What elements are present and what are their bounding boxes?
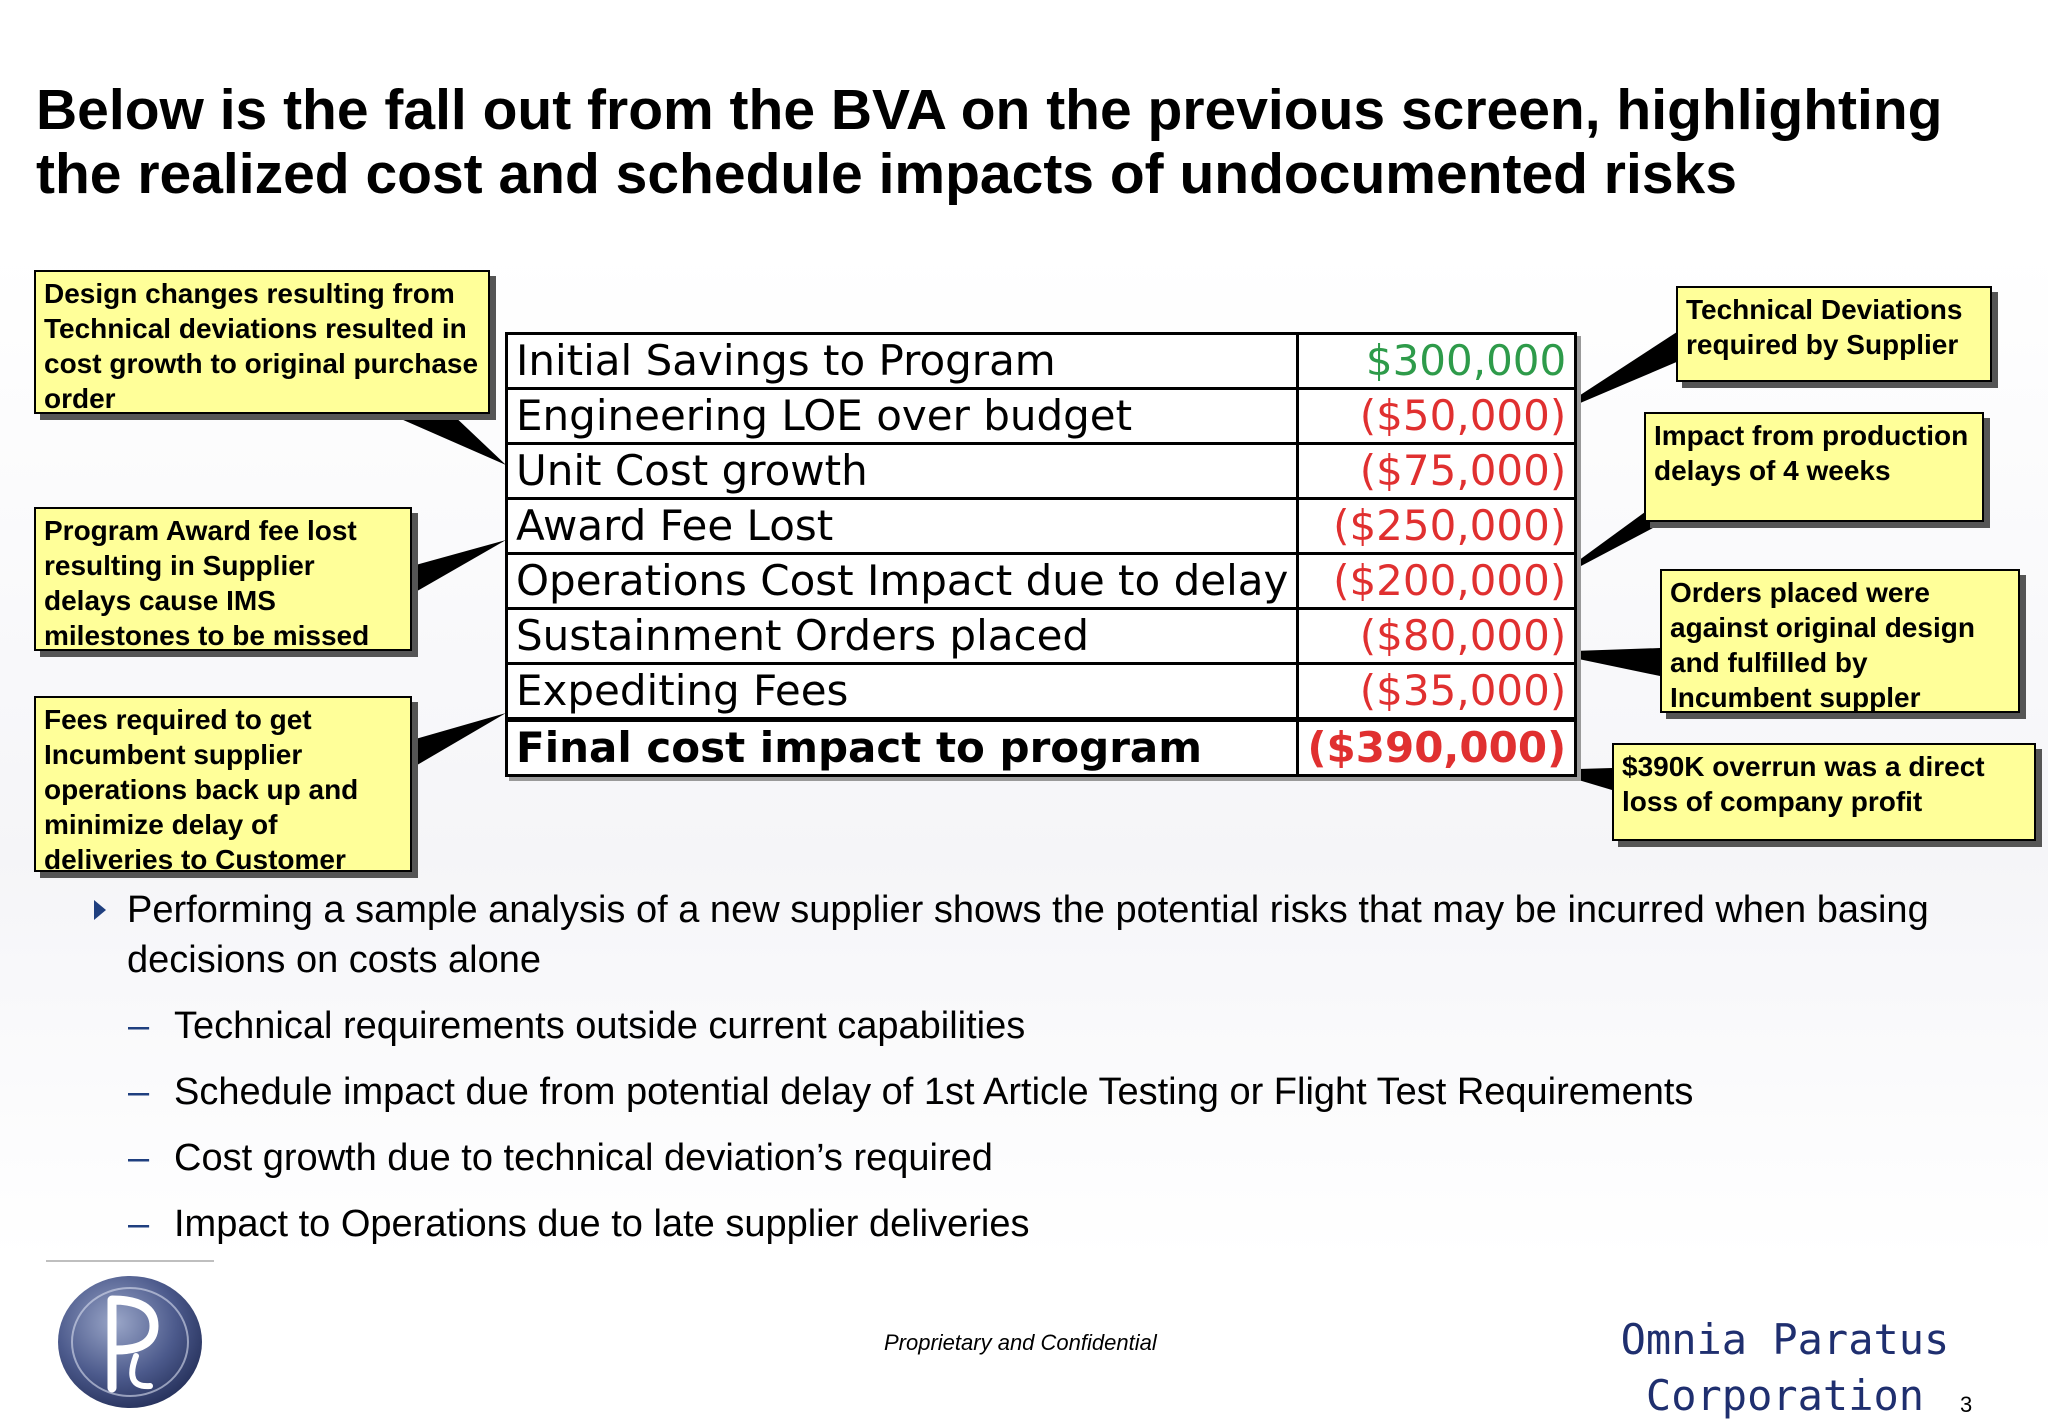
row-value: $300,000 bbox=[1296, 332, 1578, 390]
table-row: Operations Cost Impact due to delay ($200… bbox=[504, 552, 1578, 610]
table-row: Unit Cost growth ($75,000) bbox=[504, 442, 1578, 500]
company-name: Omnia Paratus Corporation bbox=[1620, 1315, 1950, 1420]
sub-bullet: – Cost growth due to technical deviation… bbox=[90, 1133, 2010, 1183]
op-monogram-logo-icon bbox=[58, 1276, 202, 1408]
bullet-main-text: Performing a sample analysis of a new su… bbox=[127, 889, 1929, 981]
row-value: ($35,000) bbox=[1296, 662, 1578, 721]
sub-bullet-text: Cost growth due to technical deviation’s… bbox=[174, 1137, 993, 1179]
row-value: ($250,000) bbox=[1296, 497, 1578, 555]
callout-design-changes: Design changes resulting from Technical … bbox=[34, 270, 490, 414]
row-value: ($80,000) bbox=[1296, 607, 1578, 665]
row-label: Engineering LOE over budget bbox=[504, 387, 1300, 445]
triangle-bullet-icon bbox=[94, 900, 106, 920]
table-row: Award Fee Lost ($250,000) bbox=[504, 497, 1578, 555]
bullet-main: Performing a sample analysis of a new su… bbox=[90, 885, 2010, 985]
row-label: Award Fee Lost bbox=[504, 497, 1300, 555]
confidentiality-note: Proprietary and Confidential bbox=[884, 1330, 1157, 1355]
row-label: Unit Cost growth bbox=[504, 442, 1300, 500]
sub-bullet-text: Technical requirements outside current c… bbox=[174, 1005, 1026, 1047]
bullet-list: Performing a sample analysis of a new su… bbox=[90, 885, 2010, 1249]
table-row: Engineering LOE over budget ($50,000) bbox=[504, 387, 1578, 445]
table-row: Initial Savings to Program $300,000 bbox=[504, 332, 1578, 390]
footer-divider bbox=[46, 1260, 214, 1262]
callout-technical-deviations: Technical Deviations required by Supplie… bbox=[1676, 286, 1992, 382]
sub-bullet: – Schedule impact due from potential del… bbox=[90, 1067, 2010, 1117]
table-row: Expediting Fees ($35,000) bbox=[504, 662, 1578, 721]
row-label: Final cost impact to program bbox=[504, 717, 1300, 777]
table-row: Sustainment Orders placed ($80,000) bbox=[504, 607, 1578, 665]
row-label: Sustainment Orders placed bbox=[504, 607, 1300, 665]
row-label: Initial Savings to Program bbox=[504, 332, 1300, 390]
row-value: ($75,000) bbox=[1296, 442, 1578, 500]
callout-fees-required: Fees required to get Incumbent supplier … bbox=[34, 696, 412, 875]
callout-overrun: $390K overrun was a direct loss of compa… bbox=[1612, 743, 2036, 841]
row-value: ($390,000) bbox=[1296, 717, 1578, 777]
row-label: Expediting Fees bbox=[504, 662, 1300, 721]
row-value: ($50,000) bbox=[1296, 387, 1578, 445]
sub-bullet: – Technical requirements outside current… bbox=[90, 1001, 2010, 1051]
page-number: 3 bbox=[1960, 1392, 1973, 1417]
dash-bullet-icon: – bbox=[128, 1005, 150, 1047]
table-total-row: Final cost impact to program ($390,000) bbox=[504, 717, 1578, 777]
callout-award-fee: Program Award fee lost resulting in Supp… bbox=[34, 507, 412, 651]
sub-bullet: – Impact to Operations due to late suppl… bbox=[90, 1199, 2010, 1249]
sub-bullet-text: Schedule impact due from potential delay… bbox=[174, 1071, 1694, 1113]
dash-bullet-icon: – bbox=[128, 1071, 150, 1113]
row-label: Operations Cost Impact due to delay bbox=[504, 552, 1300, 610]
sub-bullet-text: Impact to Operations due to late supplie… bbox=[174, 1203, 1030, 1245]
slide-title: Below is the fall out from the BVA on th… bbox=[36, 78, 1943, 206]
cost-impact-table: Initial Savings to Program $300,000 Engine… bbox=[504, 332, 1578, 777]
dash-bullet-icon: – bbox=[128, 1137, 150, 1179]
dash-bullet-icon: – bbox=[128, 1203, 150, 1245]
callout-orders-placed: Orders placed were against original desi… bbox=[1660, 569, 2020, 713]
row-value: ($200,000) bbox=[1296, 552, 1578, 610]
callout-production-delays: Impact from production delays of 4 weeks bbox=[1644, 412, 1984, 522]
